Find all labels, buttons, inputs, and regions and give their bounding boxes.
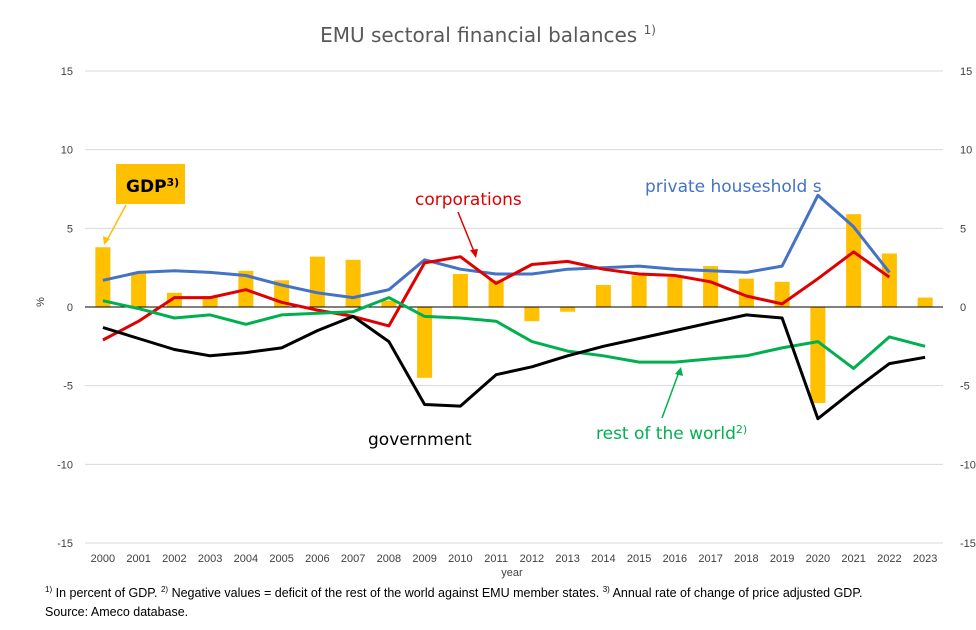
x-tick-label: 2015 bbox=[627, 553, 651, 565]
gdp-bar bbox=[917, 297, 933, 307]
gdp-bar bbox=[524, 307, 540, 322]
y-tick-label-left: -10 bbox=[57, 459, 73, 471]
x-tick-label: 2022 bbox=[877, 553, 901, 565]
gdp-bar bbox=[488, 280, 504, 307]
x-tick-label: 2016 bbox=[663, 553, 687, 565]
footnote-line1: 1) In percent of GDP. 2) Negative values… bbox=[45, 585, 863, 600]
gdp-bar bbox=[846, 214, 862, 307]
x-tick-label: 2005 bbox=[269, 553, 293, 565]
y-tick-label-left: 10 bbox=[61, 145, 73, 157]
gridlines bbox=[85, 70, 943, 544]
rest-of-world-label: rest of the world2) bbox=[596, 423, 747, 444]
gdp-bar bbox=[810, 307, 826, 403]
x-tick-label: 2002 bbox=[162, 553, 186, 565]
y-tick-label-left: -15 bbox=[57, 538, 73, 550]
gdp-bar bbox=[452, 273, 468, 307]
gdp-bar bbox=[631, 275, 647, 307]
gdp-arrowhead bbox=[103, 236, 110, 245]
y-axis-right: 15 10 5 0 -5 -10 -15 bbox=[960, 66, 976, 550]
y-tick-label-right: 5 bbox=[960, 223, 966, 235]
x-tick-label: 2019 bbox=[770, 553, 794, 565]
rest-of-world-arrowhead bbox=[675, 367, 683, 376]
x-tick-label: 2001 bbox=[126, 553, 150, 565]
x-tick-label: 2012 bbox=[520, 553, 544, 565]
gdp-bar bbox=[560, 307, 576, 312]
gdp-arrow bbox=[105, 204, 127, 243]
x-tick-label: 2006 bbox=[305, 553, 329, 565]
footnote-source: Source: Ameco database. bbox=[45, 605, 188, 619]
y-tick-label-right: 10 bbox=[960, 145, 972, 157]
x-axis-label: year bbox=[501, 567, 523, 579]
x-tick-label: 2007 bbox=[341, 553, 365, 565]
y-tick-label-right: -10 bbox=[960, 459, 976, 471]
x-tick-label: 2008 bbox=[377, 553, 401, 565]
y-tick-label-left: 0 bbox=[67, 302, 73, 314]
y-tick-label-right: 0 bbox=[960, 302, 966, 314]
x-tick-label: 2020 bbox=[806, 553, 830, 565]
y-tick-label-right: -15 bbox=[960, 538, 976, 550]
gdp-bar bbox=[345, 259, 361, 307]
series-line-government bbox=[102, 313, 926, 421]
gdp-bar bbox=[667, 277, 683, 307]
gdp-bar bbox=[703, 266, 719, 307]
x-tick-label: 2009 bbox=[412, 553, 436, 565]
x-tick-label: 2014 bbox=[591, 553, 615, 565]
gdp-bar bbox=[417, 307, 433, 378]
x-tick-label: 2018 bbox=[734, 553, 758, 565]
series-line-rest-of-the-world bbox=[102, 296, 926, 370]
x-tick-label: 2021 bbox=[841, 553, 865, 565]
series-line-private-households bbox=[102, 193, 891, 300]
gdp-bar bbox=[309, 256, 325, 307]
series-lines bbox=[102, 193, 926, 421]
x-tick-label: 2023 bbox=[913, 553, 937, 565]
gdp-bar bbox=[202, 295, 218, 307]
gdp-bar bbox=[738, 278, 754, 307]
series-line-corporations bbox=[102, 250, 891, 342]
gdp-bar bbox=[131, 272, 147, 307]
y-tick-label-left: 15 bbox=[61, 66, 73, 78]
rest-of-world-arrow bbox=[661, 371, 680, 419]
y-axis-label: % bbox=[35, 297, 47, 307]
gdp-bar bbox=[595, 284, 611, 307]
y-tick-label-right: -5 bbox=[960, 381, 970, 393]
gdp-label: GDP3) bbox=[126, 176, 179, 197]
corporations-arrowhead bbox=[470, 249, 478, 258]
gdp-label-box bbox=[116, 164, 185, 204]
y-tick-label-left: 5 bbox=[67, 223, 73, 235]
x-tick-label: 2003 bbox=[198, 553, 222, 565]
government-label: government bbox=[368, 430, 472, 450]
x-tick-label: 2000 bbox=[91, 553, 115, 565]
gdp-bar bbox=[381, 300, 397, 307]
corporations-label: corporations bbox=[415, 190, 522, 210]
gdp-bars bbox=[95, 214, 933, 403]
x-tick-label: 2004 bbox=[234, 553, 258, 565]
x-tick-label: 2011 bbox=[484, 553, 508, 565]
private-households-label: private houseshold s bbox=[645, 177, 822, 197]
y-axis-left: 15 10 5 0 -5 -10 -15 bbox=[57, 66, 73, 550]
y-tick-label-left: -5 bbox=[63, 381, 73, 393]
x-tick-label: 2010 bbox=[448, 553, 472, 565]
gdp-bar bbox=[881, 253, 897, 307]
x-tick-label: 2017 bbox=[698, 553, 722, 565]
y-tick-label-right: 15 bbox=[960, 66, 972, 78]
chart-title: EMU sectoral financial balances 1) bbox=[320, 23, 656, 47]
x-axis: 2000 2001 2002 2003 2004 2005 2006 2007 2008 2009… bbox=[91, 553, 938, 565]
gdp-bar bbox=[95, 247, 111, 307]
x-tick-label: 2013 bbox=[555, 553, 579, 565]
corporations-arrow bbox=[457, 211, 476, 255]
